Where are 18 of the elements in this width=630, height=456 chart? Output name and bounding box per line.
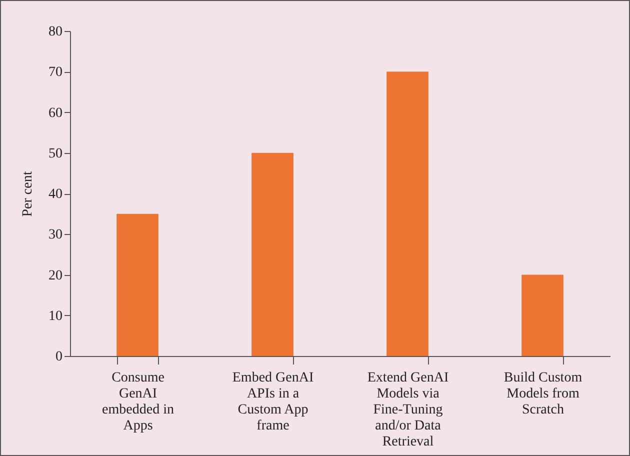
bar [116, 214, 158, 356]
x-tick-label: Build Custom Models from Scratch [504, 370, 582, 418]
y-tick-label: 10 [48, 308, 62, 324]
y-tick-label: 0 [56, 350, 62, 364]
y-tick-label: 20 [48, 268, 62, 284]
x-tick-label: Embed GenAI APIs in a Custom App frame [232, 370, 314, 434]
bar [522, 274, 564, 356]
y-tick-label: 30 [48, 228, 62, 243]
y-tick-label: 70 [48, 65, 62, 80]
y-tick-label: 40 [48, 187, 62, 202]
x-tick-label: Consume GenAI embedded in Apps [102, 370, 174, 434]
y-tick-label: 60 [48, 106, 62, 121]
bar [386, 72, 428, 356]
y-axis-title: Per cent [20, 171, 36, 217]
bar [252, 152, 294, 356]
y-tick-label: 80 [48, 24, 62, 40]
x-tick-label: Extend GenAI Models via Fine-Tuning and/or Data Retrieval [367, 370, 449, 450]
y-tick-label: 50 [48, 146, 62, 162]
